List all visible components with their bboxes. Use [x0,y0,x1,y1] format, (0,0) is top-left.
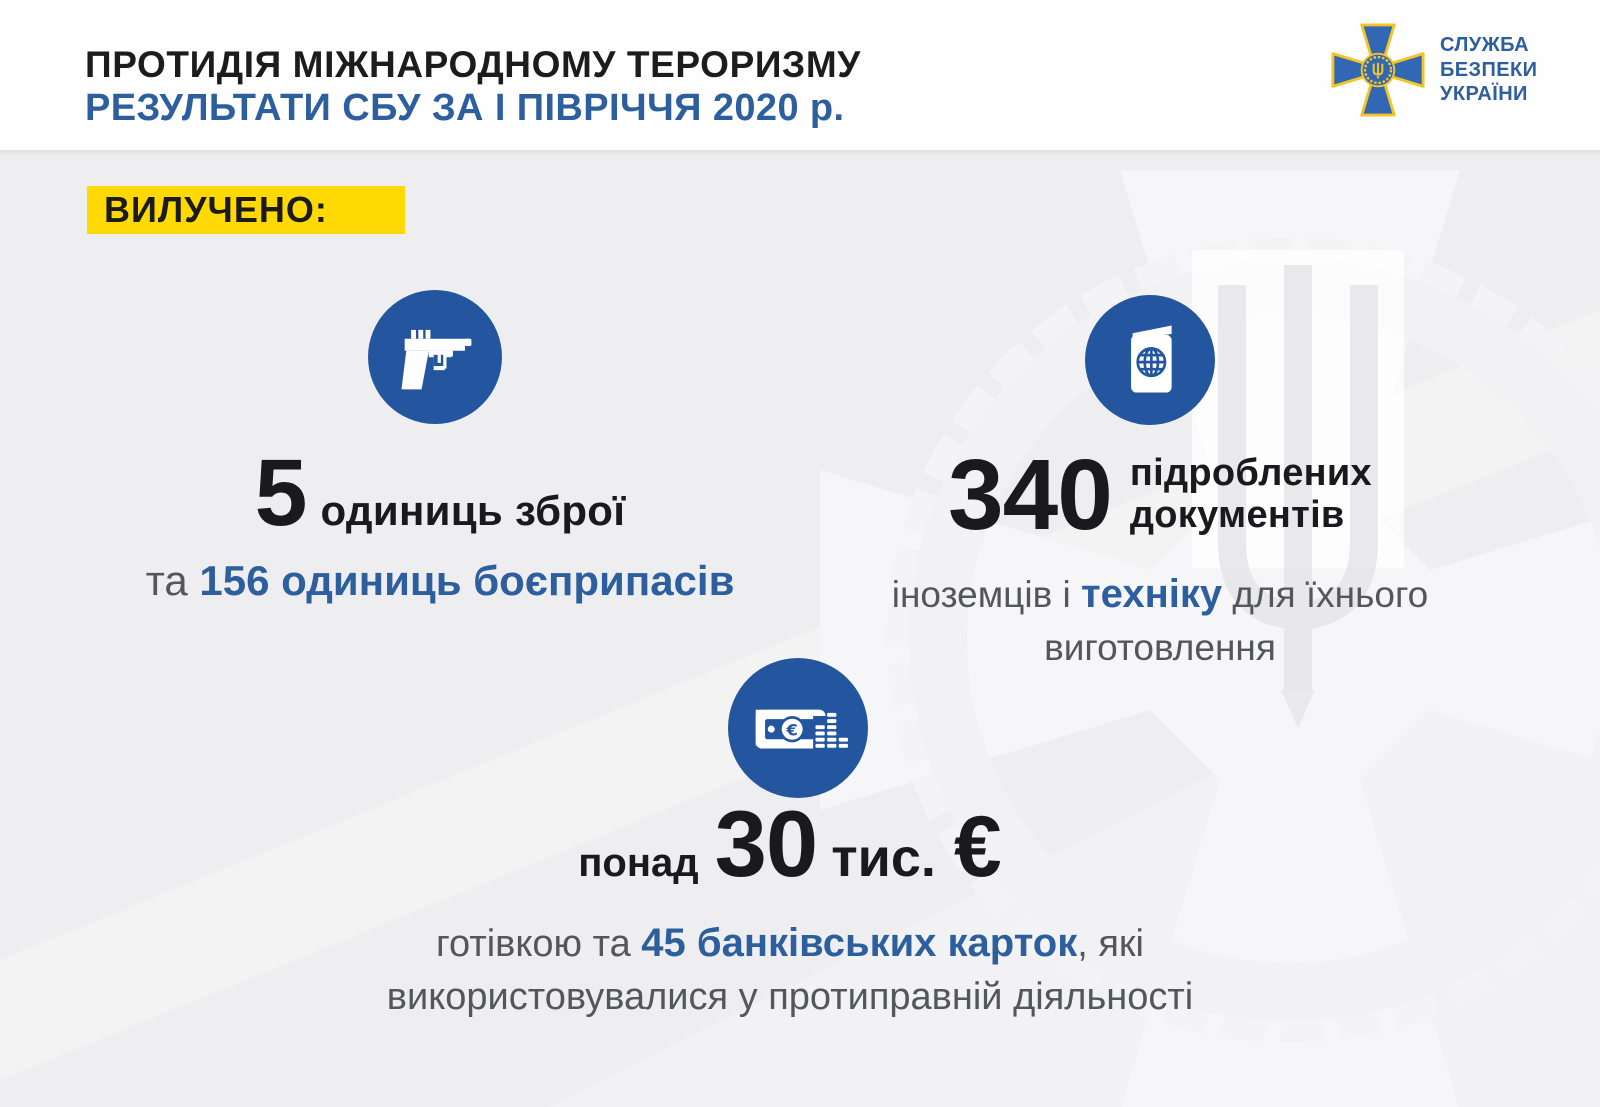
documents-label-line: підроблених [1129,452,1372,495]
money-prefix: понад [578,841,699,885]
weapons-headline: 5 одиниць зброї [90,440,790,546]
documents-label-line: документів [1129,494,1345,537]
title-line-2: РЕЗУЛЬТАТИ СБУ ЗА І ПІВРІЧЧЯ 2020 р. [85,87,845,130]
stat-documents: 340 підроблених документів іноземців і т… [850,439,1470,673]
sbu-emblem-icon [1331,23,1425,117]
money-detail-line-2: використовувалися у протиправній діяльно… [386,976,1194,1019]
org-name-line: БЕЗПЕКИ [1440,58,1538,81]
sbu-logo: СЛУЖБА БЕЗПЕКИ УКРАЇНИ [1330,20,1537,120]
stat-weapons: 5 одиниць зброї та 156 одиниць боєприпасі… [90,440,790,604]
money-amount: 30 [714,791,819,896]
seized-badge: ВИЛУЧЕНО: [87,186,405,234]
stat-money: понад 30 тис. € готівкою та 45 банківських … [340,791,1240,1023]
bank-cards-highlight: 45 банківських карток [641,921,1078,965]
documents-headline: 340 підроблених документів [850,439,1470,551]
weapons-icon-circle [368,290,502,424]
euro-sign: € [953,799,1002,895]
documents-detail-suffix: для їхнього [1222,574,1429,615]
seized-badge-label: ВИЛУЧЕНО: [104,189,328,230]
passport-icon [1131,325,1172,393]
money-detail-line: готівкою та 45 банківських карток, які [340,917,1240,969]
money-headline: понад 30 тис. € [340,791,1240,897]
org-name-line: СЛУЖБА [1440,34,1529,57]
documents-count-label: підроблених документів [1130,453,1372,543]
svg-text:€: € [785,720,797,739]
money-detail-prefix: готівкою та [436,923,642,965]
sbu-org-name: СЛУЖБА БЕЗПЕКИ УКРАЇНИ [1440,33,1537,106]
money-detail-suffix: , які [1077,923,1144,965]
title-line-1: ПРОТИДІЯ МІЖНАРОДНОМУ ТЕРОРИЗМУ [85,44,861,85]
ammo-line: та 156 одиниць боєприпасів [90,558,790,604]
weapons-count-label: одиниць зброї [320,487,626,534]
org-name-line: УКРАЇНИ [1440,83,1528,106]
pistol-icon [401,329,472,390]
header: ПРОТИДІЯ МІЖНАРОДНОМУ ТЕРОРИЗМУ РЕЗУЛЬТА… [0,0,1600,151]
ammo-count-highlight: 156 одиниць боєприпасів [199,557,735,605]
page-title: ПРОТИДІЯ МІЖНАРОДНОМУ ТЕРОРИЗМУ РЕЗУЛЬТА… [85,44,861,130]
ammo-line-prefix: та [145,557,200,605]
money-icon-circle: € [728,658,868,798]
documents-detail-prefix: іноземців і [891,574,1082,615]
documents-detail-line: іноземців і техніку для їхнього [850,567,1470,621]
documents-detail-line-2: виготовлення [1044,627,1276,668]
equipment-highlight: техніку [1081,572,1223,616]
documents-icon-circle [1085,295,1215,425]
documents-count: 340 [948,439,1113,551]
banknote-coins-icon: € [755,709,848,752]
weapons-count: 5 [254,440,308,546]
money-unit: тис. [831,828,936,888]
